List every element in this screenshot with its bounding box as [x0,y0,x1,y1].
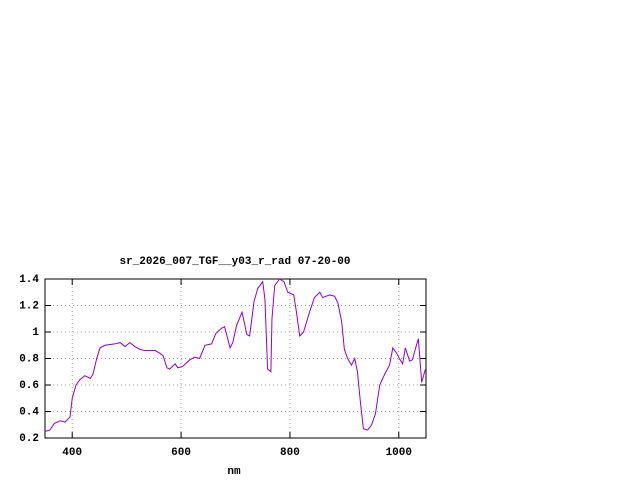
data-line [44,278,426,432]
y-tick-label: 0.2 [19,433,39,445]
x-tick-label: 400 [62,447,82,459]
y-tick-label: 0.4 [19,406,39,418]
x-tick-label: 1000 [386,447,412,459]
y-tick-label: 1 [32,327,39,339]
y-tick-label: 1.2 [19,300,39,312]
y-tick-label: 0.6 [19,380,39,392]
y-tick-label: 0.8 [19,353,39,365]
plot-border [44,278,427,439]
x-axis-label: nm [227,466,241,478]
y-tick-label: 1.4 [19,274,39,286]
x-tick-label: 600 [171,447,191,459]
chart-title: sr_2026_007_TGF__y03_r_rad 07-20-00 [119,256,350,268]
x-tick-label: 800 [280,447,300,459]
